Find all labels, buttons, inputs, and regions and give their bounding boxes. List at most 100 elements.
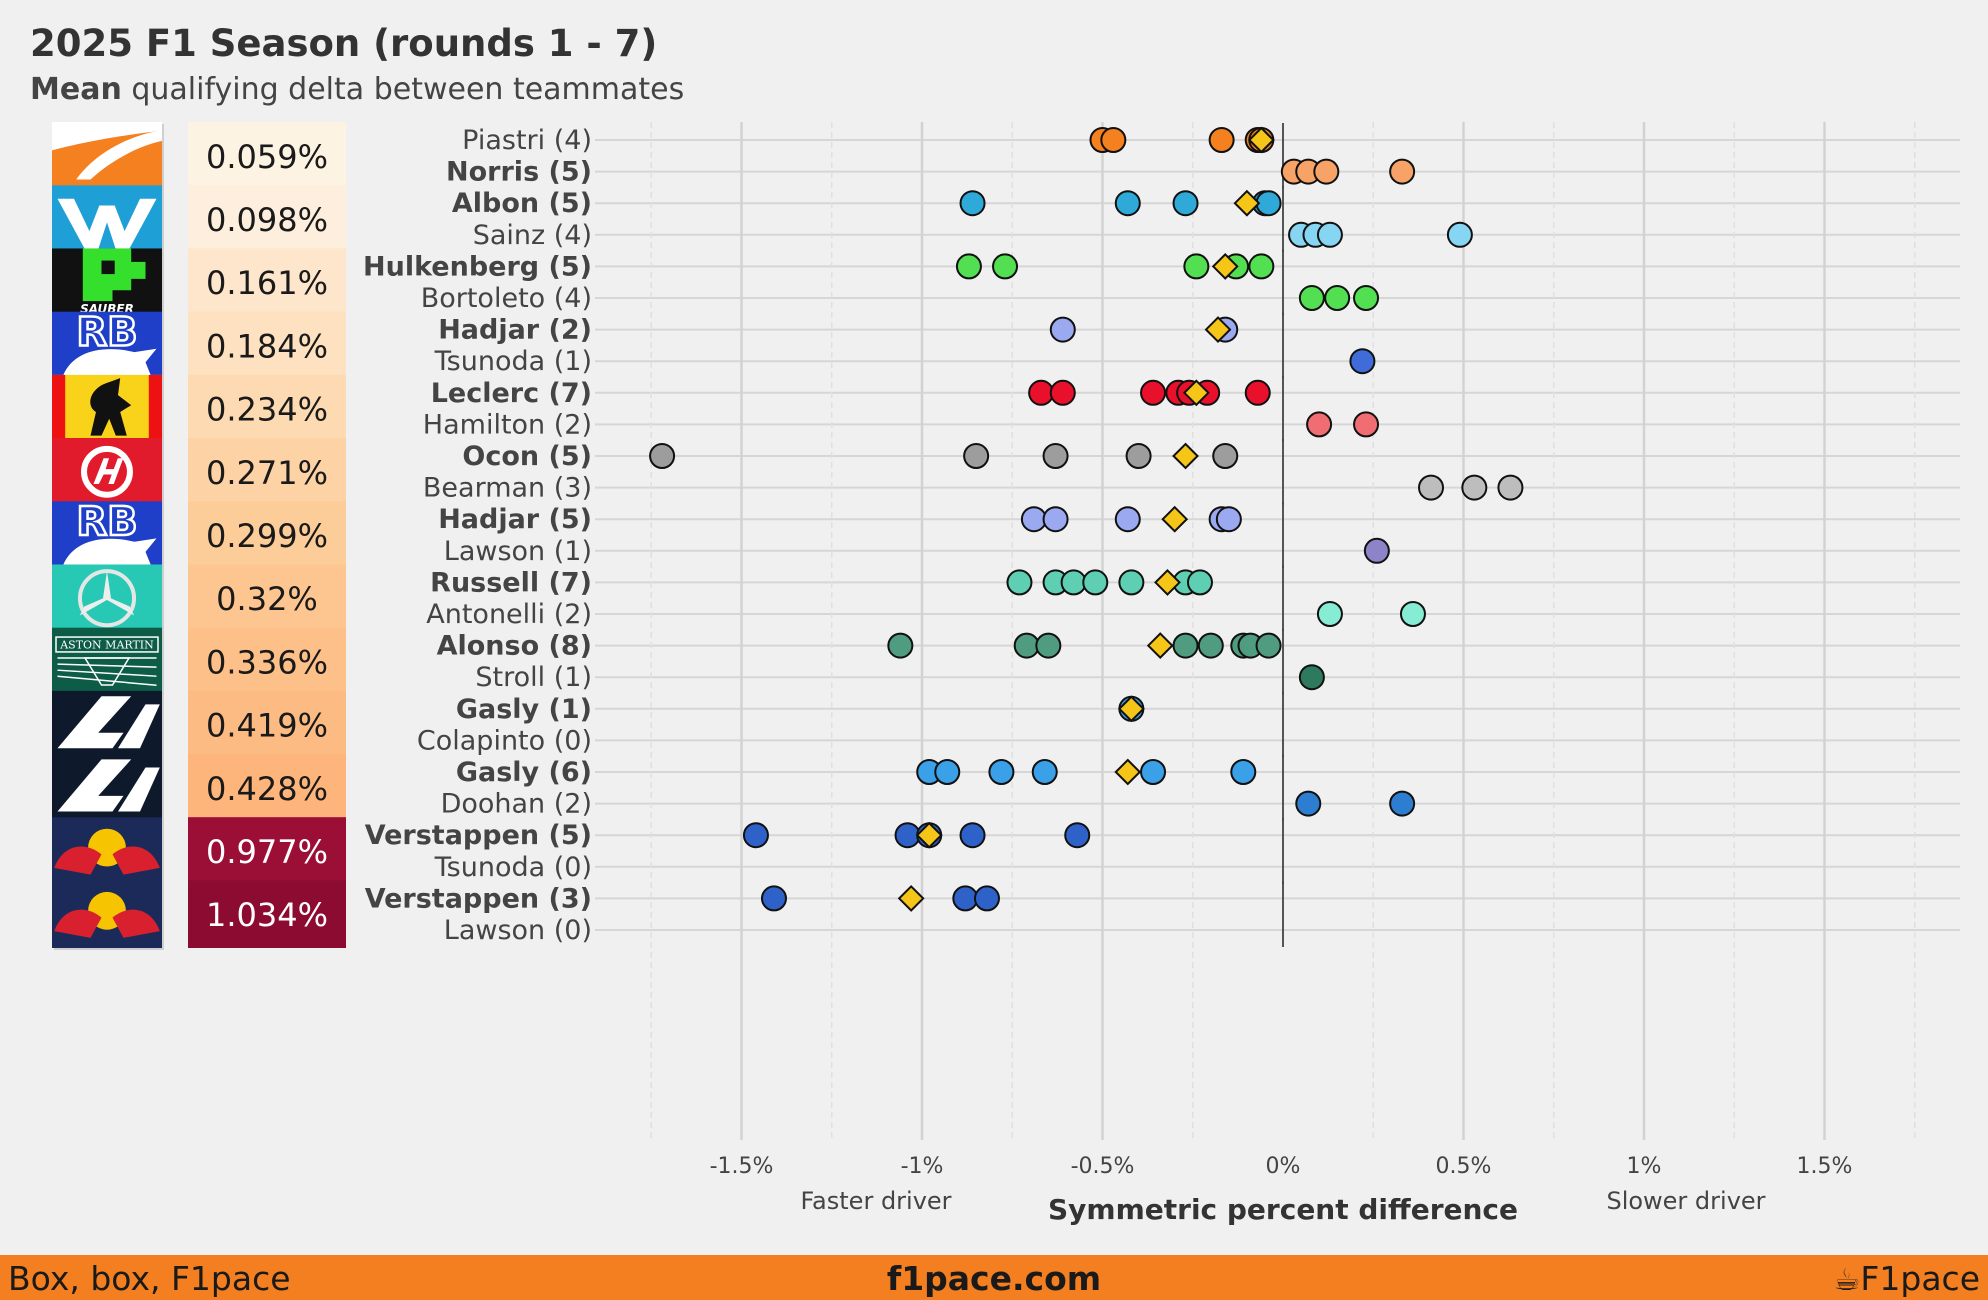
- mean-diamond: [1247, 126, 1275, 154]
- bull-silhouette: [63, 348, 157, 376]
- data-point: [1028, 379, 1055, 406]
- racing-bulls-logo-art: RB: [52, 499, 162, 569]
- data-point: [1316, 221, 1343, 248]
- delta-box: [188, 880, 346, 948]
- alpine-a-right: [118, 704, 160, 749]
- star-arm-top: [103, 571, 111, 599]
- data-point: [760, 885, 787, 912]
- data-point: [1118, 569, 1145, 596]
- bull-left: [54, 846, 102, 875]
- williams-logo-art: [52, 185, 162, 253]
- driver-name: Bearman (3): [423, 473, 592, 504]
- data-point: [1298, 285, 1325, 311]
- data-point: [1197, 632, 1224, 659]
- data-point: [1255, 632, 1282, 659]
- mclaren-logo: [52, 122, 164, 192]
- driver-name: Albon (5): [452, 188, 592, 219]
- chart-title: 2025 F1 Season (rounds 1 - 7): [30, 22, 658, 65]
- subtitle-rest: qualifying delta between teammates: [121, 72, 685, 107]
- annotation-slower: Slower driver: [1606, 1187, 1765, 1215]
- data-point: [1064, 822, 1091, 849]
- wing-line: [57, 675, 157, 687]
- data-point: [1349, 348, 1376, 375]
- data-point: [1031, 759, 1058, 785]
- driver-name: Leclerc (7): [431, 378, 592, 409]
- team-pair: 0.977% Verstappen (5)Tsunoda (0): [52, 817, 1091, 887]
- data-point: [1172, 632, 1199, 659]
- williams-logo: [52, 185, 164, 255]
- driver-name: Tsunoda (0): [434, 852, 592, 883]
- red-bull-logo: [52, 817, 164, 887]
- data-point: [1125, 443, 1152, 469]
- footer-bar: Box, box, F1pace f1pace.com ☕F1pace: [0, 1255, 1988, 1300]
- rb-letters: RB: [76, 499, 137, 545]
- data-point: [1049, 379, 1076, 406]
- racing-bulls-logo-art: RB: [52, 309, 162, 380]
- team-pair: 0.271% Ocon (5)Bearman (3): [52, 438, 1524, 508]
- driver-name: Hulkenberg (5): [363, 251, 592, 282]
- star-arm-left: [79, 596, 108, 616]
- x-tick-label: 1.5%: [1797, 1154, 1853, 1179]
- mean-diamond: [1161, 505, 1189, 533]
- data-point: [1244, 379, 1271, 406]
- delta-box: [188, 754, 346, 822]
- ferrari-logo-art: [52, 374, 162, 443]
- delta-value: 0.977%: [206, 833, 328, 871]
- footer-brand-text: F1pace: [1860, 1259, 1980, 1298]
- driver-name: Verstappen (5): [365, 820, 592, 851]
- data-point: [1013, 632, 1040, 659]
- data-point: [1183, 253, 1210, 280]
- data-point: [952, 885, 979, 912]
- driver-name: Stroll (1): [475, 662, 592, 693]
- grid-layer: [595, 122, 1960, 1140]
- delta-box: [188, 627, 346, 696]
- alpine-logo-art: [52, 690, 162, 759]
- data-point: [1461, 474, 1488, 501]
- data-point: [1363, 537, 1390, 564]
- wing-body: [83, 657, 131, 686]
- x-tick-label: 0.5%: [1436, 1154, 1492, 1179]
- driver-name: Lawson (1): [444, 536, 592, 567]
- data-point: [1208, 127, 1235, 153]
- mean-diamond: [897, 884, 925, 912]
- data-point: [1140, 379, 1167, 406]
- red-bull-logo-art: [52, 880, 162, 948]
- data-point: [1389, 790, 1416, 817]
- am-wordmark: ASTON MARTIN: [59, 639, 154, 652]
- delta-box: [188, 438, 346, 506]
- footer-brand: ☕F1pace: [1833, 1259, 1981, 1298]
- delta-box: [188, 690, 346, 759]
- team-pair: SAUBER 0.161% Hulkenberg (5)Bortoleto (4): [52, 248, 1380, 318]
- aston-martin-logo: ASTON MARTIN: [52, 627, 164, 698]
- delta-value: 0.299%: [206, 517, 328, 555]
- footer-site-link[interactable]: f1pace.com: [886, 1259, 1102, 1298]
- delta-value: 1.034%: [206, 896, 328, 934]
- data-point: [1313, 158, 1340, 185]
- data-point: [1353, 285, 1380, 311]
- wing-line: [57, 669, 157, 677]
- haas-h: [93, 458, 124, 484]
- rb-letters: RB: [76, 309, 137, 355]
- delta-value: 0.336%: [206, 643, 328, 681]
- data-point: [1215, 506, 1242, 533]
- delta-box: [188, 564, 346, 632]
- block-cut: [101, 260, 115, 275]
- data-point: [955, 253, 982, 280]
- footer-left-text: Box, box, F1pace: [8, 1259, 291, 1298]
- data-point: [1042, 506, 1069, 533]
- driver-name: Verstappen (3): [365, 883, 592, 914]
- data-point: [1295, 790, 1322, 817]
- x-axis-label: Symmetric percent difference: [1048, 1193, 1518, 1226]
- haas-logo-art: [52, 438, 162, 506]
- data-point: [1248, 253, 1275, 280]
- red-bull-logo-art: [52, 817, 162, 885]
- delta-value: 0.234%: [206, 391, 328, 429]
- data-point: [959, 822, 986, 849]
- team-pair: RB 0.299% Hadjar (5)Lawson (1): [52, 499, 1390, 571]
- delta-chart: -1.5% -1% -0.5% 0% 0.5% 1% 1.5% Faster driver Sl…: [52, 122, 1960, 1226]
- alpine-logo-art: [52, 754, 162, 822]
- data-point: [1140, 759, 1167, 785]
- team-pair: ASTON MARTIN 0.336% Alonso (8)Stroll (1): [52, 627, 1325, 698]
- team-pair: 0.059% Piastri (4)Norris (5): [52, 122, 1416, 192]
- swoosh-mid: [76, 130, 162, 180]
